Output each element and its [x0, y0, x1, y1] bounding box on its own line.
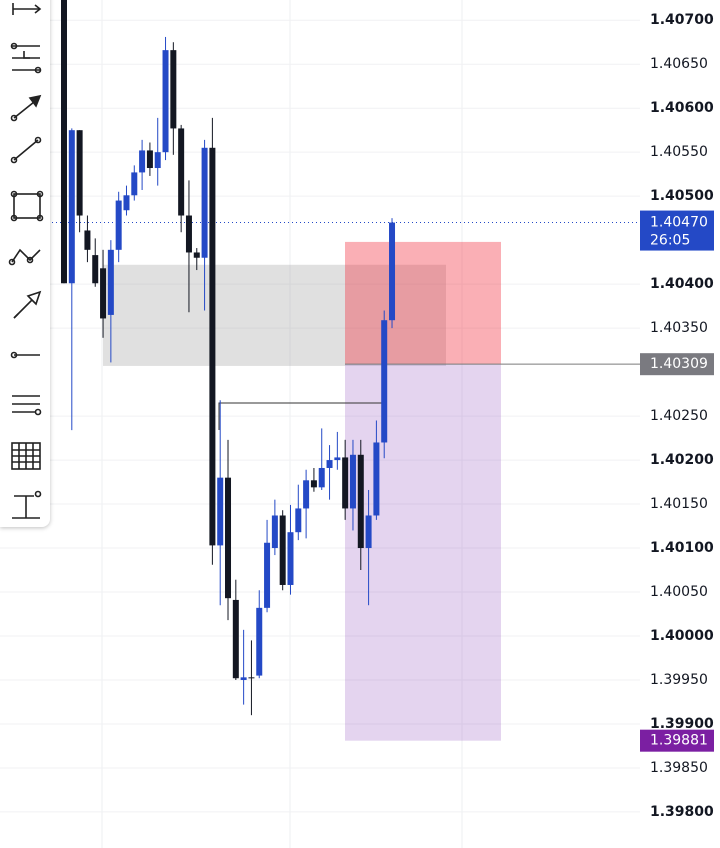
tool-trendline[interactable]	[10, 136, 42, 164]
y-tick-label: 1.40600	[650, 100, 714, 116]
candle-body	[303, 480, 310, 509]
tool-price-range[interactable]	[12, 490, 42, 519]
y-tick-label: 1.39850	[650, 760, 708, 776]
y-tick-label: 1.40150	[650, 496, 708, 512]
y-tick-label: 1.40550	[650, 144, 708, 160]
candle-body	[115, 200, 122, 250]
candle-body	[123, 195, 130, 211]
toolbar-icons	[8, 3, 44, 519]
current-price-label: 1.40470	[650, 215, 708, 231]
target-label: 1.39881	[650, 733, 708, 749]
candle-body	[185, 215, 192, 253]
y-tick-label: 1.40350	[650, 320, 708, 336]
candle-body	[217, 477, 224, 546]
candle-body	[178, 128, 185, 216]
candle-body	[139, 150, 146, 173]
tool-arrow-shape[interactable]	[13, 290, 42, 319]
tool-grid[interactable]	[11, 442, 41, 470]
drawn-path	[218, 402, 383, 430]
target-zone	[345, 364, 501, 741]
y-tick-label: 1.40100	[650, 540, 714, 556]
drawing-toolbar	[0, 0, 50, 527]
y-tick-label: 1.40700	[650, 12, 714, 28]
candle-body	[225, 477, 232, 599]
tool-parallel-lines[interactable]	[12, 395, 42, 416]
candle-body	[146, 150, 153, 169]
candle-body	[170, 50, 177, 129]
candle-body	[256, 607, 263, 676]
candle-body	[100, 268, 107, 319]
tool-fib[interactable]	[10, 42, 42, 74]
candle-body	[162, 50, 169, 153]
tool-horizontal-ray[interactable]	[10, 351, 41, 359]
tool-path[interactable]	[8, 248, 41, 266]
candle-body	[84, 230, 91, 250]
candle-body	[295, 508, 302, 533]
candle-body	[76, 130, 83, 216]
y-tick-label: 1.40250	[650, 408, 708, 424]
candle-body	[357, 454, 364, 549]
y-tick-label: 1.39900	[650, 716, 714, 732]
y-tick-label: 1.40000	[650, 628, 714, 644]
current-price-badge	[640, 210, 714, 251]
candle-body	[107, 249, 114, 315]
candle-body	[334, 457, 341, 461]
candle-body	[318, 467, 325, 488]
y-tick-label: 1.40500	[650, 188, 714, 204]
target-badge	[640, 729, 714, 752]
candle-body	[381, 320, 388, 443]
candle-body	[310, 480, 317, 488]
tool-rectangle[interactable]	[10, 190, 44, 222]
candle-body	[279, 515, 286, 585]
candle-body	[389, 222, 396, 321]
candle-body	[342, 457, 349, 509]
candle-body	[248, 677, 255, 679]
stop-zone	[345, 241, 501, 365]
y-tick-label: 1.40650	[650, 56, 708, 72]
candle-body	[154, 152, 161, 169]
candle-body	[201, 147, 208, 258]
tool-arrow[interactable]	[10, 94, 42, 122]
candle-body	[373, 442, 380, 516]
y-tick-label: 1.39950	[650, 672, 708, 688]
candle-body	[68, 130, 75, 284]
candle-body	[365, 515, 372, 549]
tool-measure[interactable]	[12, 3, 42, 15]
candle-body	[131, 172, 138, 196]
countdown-label: 26:05	[650, 233, 690, 249]
candle-body	[92, 255, 99, 284]
y-tick-label: 1.40400	[650, 276, 714, 292]
candle-body	[193, 252, 200, 258]
candle-body	[349, 454, 356, 509]
candle-body	[232, 599, 239, 679]
zone-rect	[103, 264, 446, 366]
candle-body	[287, 532, 294, 585]
candle-body	[209, 147, 216, 546]
candle-body	[264, 542, 271, 608]
entry-badge	[640, 353, 714, 376]
candle-body	[240, 677, 247, 680]
candle-body	[61, 0, 67, 284]
y-tick-label: 1.40200	[650, 452, 714, 468]
y-tick-label: 1.40050	[650, 584, 708, 600]
y-tick-label: 1.39800	[650, 804, 714, 820]
entry-label: 1.40309	[650, 356, 708, 372]
candle-body	[271, 515, 278, 549]
candle-body	[326, 460, 333, 468]
